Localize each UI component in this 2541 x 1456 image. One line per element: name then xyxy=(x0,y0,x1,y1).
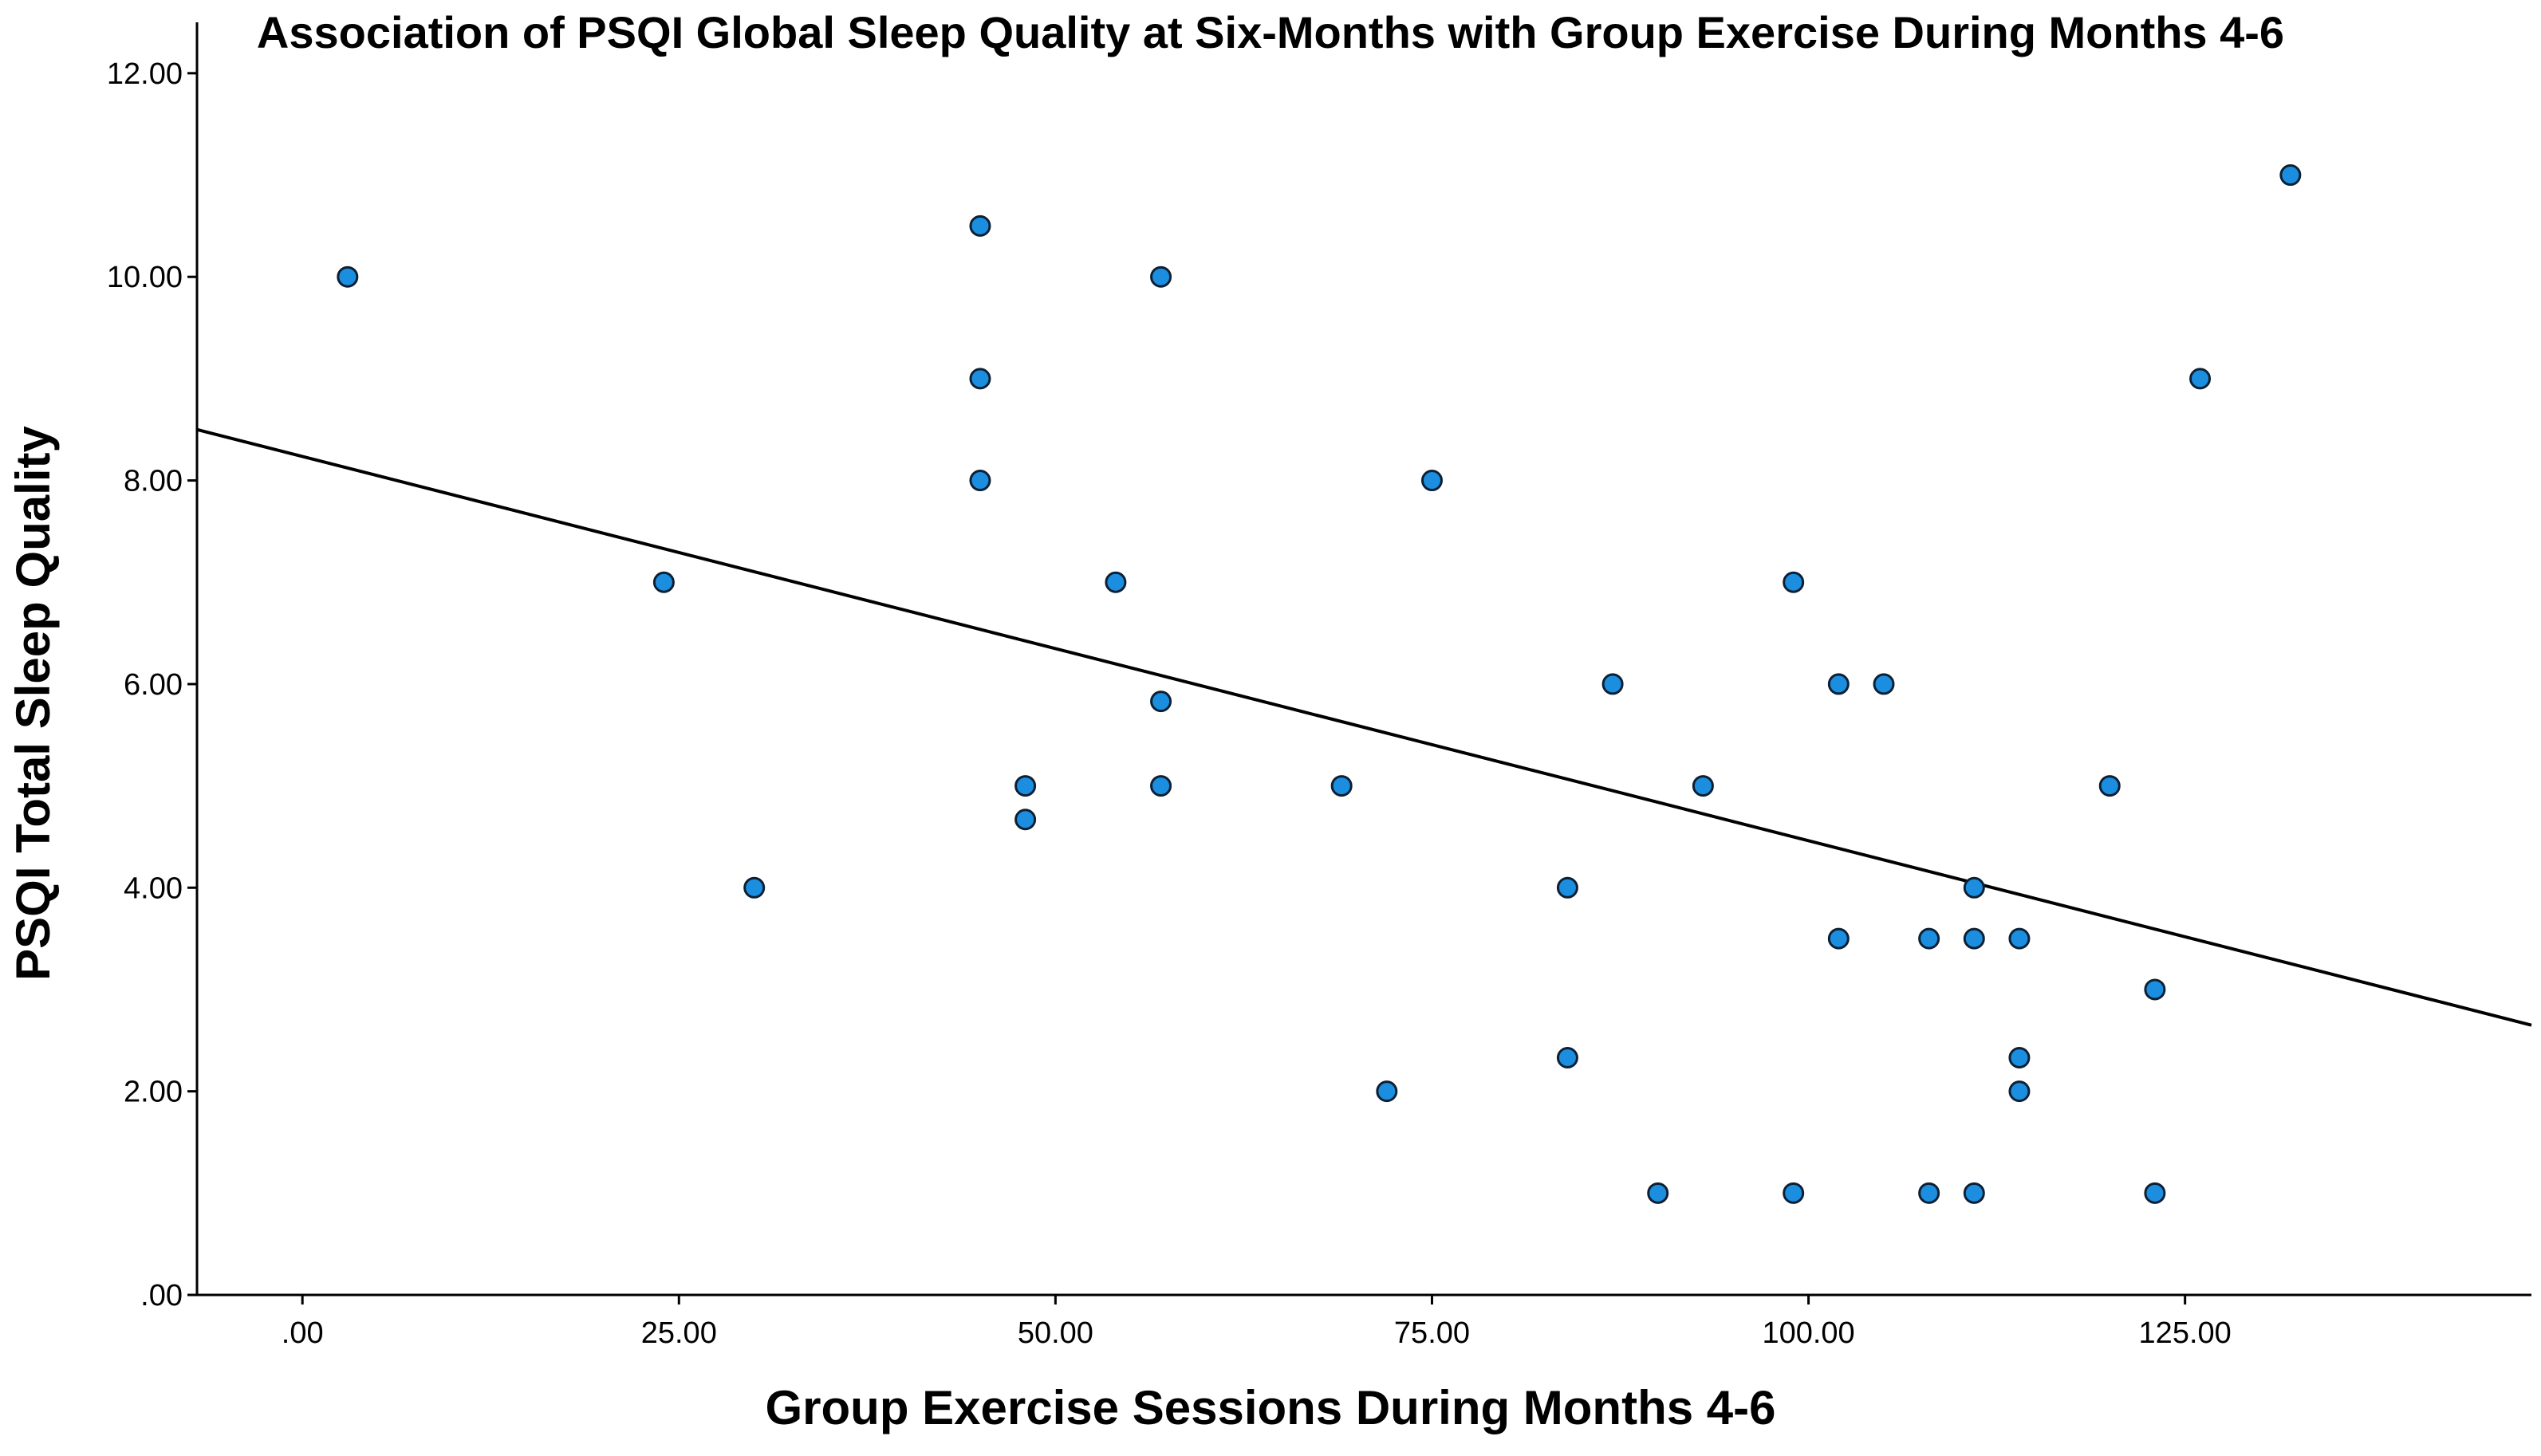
data-point xyxy=(1014,775,1037,797)
data-point xyxy=(1783,571,1805,593)
data-point xyxy=(1827,927,1850,950)
y-tick-label: .00 xyxy=(140,1279,183,1312)
data-point xyxy=(969,470,991,492)
data-point xyxy=(1647,1182,1669,1204)
data-point xyxy=(2008,1080,2031,1103)
data-point xyxy=(1556,876,1578,899)
data-point xyxy=(969,368,991,390)
regression-line xyxy=(196,427,2532,1027)
x-axis-label: Group Exercise Sessions During Months 4-… xyxy=(766,1381,1776,1434)
data-point xyxy=(1692,775,1714,797)
data-point xyxy=(1873,673,1895,695)
x-tick-label: 100.00 xyxy=(1762,1316,1854,1350)
y-tick-label: 2.00 xyxy=(124,1076,183,1109)
y-tick-label: 4.00 xyxy=(124,872,183,905)
x-tick-label: 75.00 xyxy=(1394,1316,1470,1350)
data-point xyxy=(1963,876,1985,899)
y-axis-label: PSQI Total Sleep Quality xyxy=(6,426,60,981)
data-point xyxy=(2008,1047,2031,1069)
data-point xyxy=(1556,1047,1578,1069)
x-axis-ticks: .00 25.00 50.00 75.00 100.00 125.00 xyxy=(282,1295,2232,1350)
data-point xyxy=(2144,978,2166,1001)
y-tick-label: 6.00 xyxy=(124,668,183,702)
data-point xyxy=(1601,673,1624,695)
data-point xyxy=(1918,1182,1940,1204)
data-point xyxy=(1420,470,1443,492)
data-point xyxy=(1376,1080,1398,1103)
data-point xyxy=(1105,571,1127,593)
data-point xyxy=(1150,775,1172,797)
data-points xyxy=(337,164,2302,1204)
data-point xyxy=(1330,775,1353,797)
data-point xyxy=(1918,927,1940,950)
data-point xyxy=(2189,368,2212,390)
data-point xyxy=(1150,266,1172,288)
y-tick-label: 10.00 xyxy=(107,261,183,294)
x-tick-label: 50.00 xyxy=(1018,1316,1093,1350)
data-point xyxy=(1963,1182,1985,1204)
x-tick-label: .00 xyxy=(282,1316,324,1350)
data-point xyxy=(1783,1182,1805,1204)
x-tick-label: 25.00 xyxy=(641,1316,717,1350)
data-point xyxy=(2144,1182,2166,1204)
x-tick-label: 125.00 xyxy=(2139,1316,2232,1350)
data-point xyxy=(652,571,675,593)
data-point xyxy=(743,876,766,899)
data-point xyxy=(1014,809,1037,831)
chart-title: Association of PSQI Global Sleep Quality… xyxy=(257,7,2284,57)
data-point xyxy=(337,266,359,288)
y-tick-label: 8.00 xyxy=(124,465,183,498)
data-point xyxy=(1963,927,1985,950)
data-point xyxy=(1150,691,1172,713)
y-axis-ticks: .00 2.00 4.00 6.00 8.00 10.00 12.00 xyxy=(107,57,197,1312)
data-point xyxy=(1827,673,1850,695)
data-point xyxy=(2008,927,2031,950)
data-point xyxy=(2098,775,2121,797)
data-point xyxy=(969,214,991,237)
data-point xyxy=(2279,164,2302,187)
y-tick-label: 12.00 xyxy=(107,57,183,91)
